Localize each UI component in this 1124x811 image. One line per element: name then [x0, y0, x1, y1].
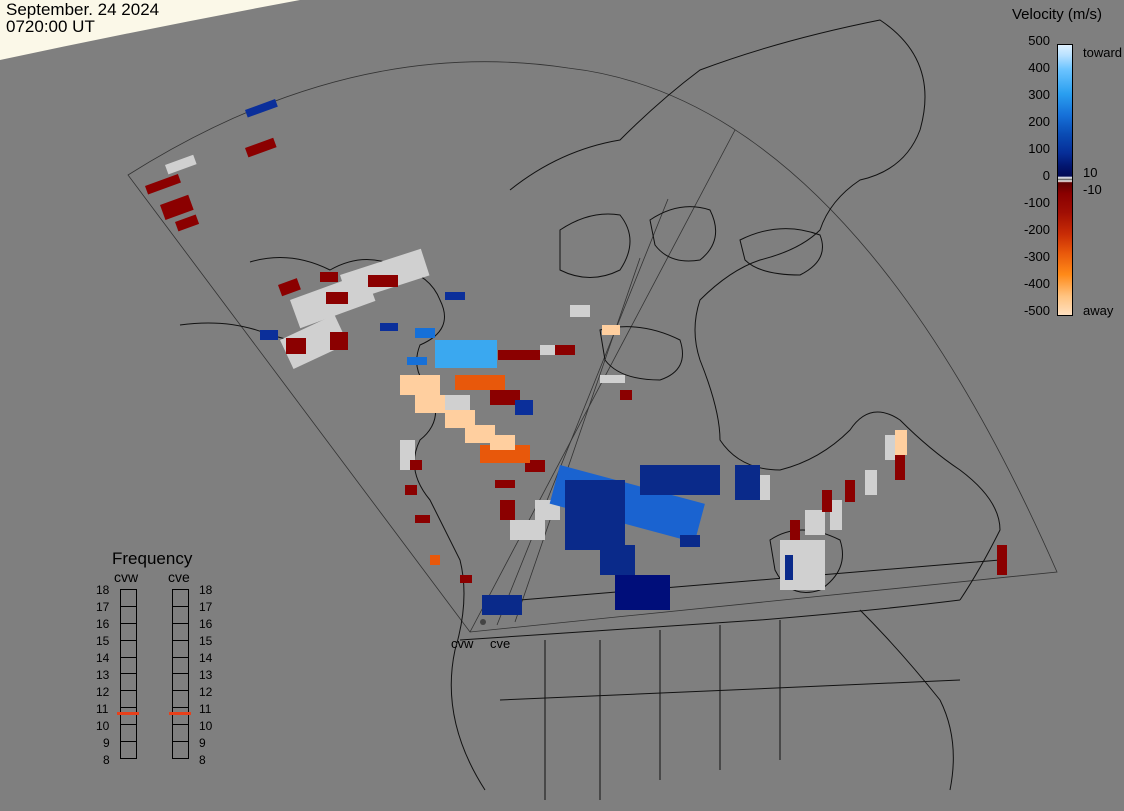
frequency-tick: 15 [96, 634, 110, 648]
velocity-tick: -400 [1023, 276, 1050, 291]
velocity-toward-light [407, 328, 497, 368]
radar-name-cve: cve [168, 569, 190, 585]
velocity-tick: -200 [1023, 222, 1050, 237]
frequency-tick: 11 [96, 702, 109, 716]
site-label-cvw: cvw [451, 636, 474, 651]
frequency-tick: 17 [199, 600, 213, 614]
away-label: away [1083, 303, 1114, 318]
threshold-positive-label: 10 [1083, 165, 1098, 180]
velocity-colorbar [1057, 44, 1073, 316]
coastlines [179, 19, 1001, 800]
frequency-tick: 14 [199, 651, 213, 665]
frequency-tick: 17 [96, 600, 110, 614]
daylight-region [0, 0, 300, 60]
velocity-away-light [400, 325, 907, 455]
time-label: 0720:00 UT [6, 17, 95, 36]
frequency-tick: 18 [199, 583, 213, 597]
frequency-marker-cve [169, 712, 191, 715]
frequency-tick: 13 [199, 668, 213, 682]
radar-name-cvw: cvw [114, 569, 139, 585]
velocity-tick: -300 [1023, 249, 1050, 264]
frequency-tick: 8 [103, 753, 110, 767]
velocity-away-orange [430, 375, 530, 565]
frequency-tick: 8 [199, 753, 206, 767]
frequency-tick: 9 [199, 736, 206, 750]
velocity-away-dark [145, 137, 1007, 583]
frequency-tick: 10 [199, 719, 213, 733]
date-label: September. 24 2024 [6, 0, 160, 19]
velocity-tick: 0 [1042, 168, 1050, 183]
radar-site-markers [480, 619, 486, 625]
frequency-tick: 14 [96, 651, 110, 665]
velocity-tick: 100 [1028, 141, 1050, 156]
frequency-tick: 11 [199, 702, 212, 716]
frequency-tick: 16 [96, 617, 110, 631]
toward-label: toward [1083, 45, 1123, 60]
velocity-tick: -100 [1023, 195, 1050, 210]
site-label-cve: cve [490, 636, 511, 651]
velocity-tick: -500 [1023, 303, 1050, 318]
frequency-tick: 12 [199, 685, 213, 699]
velocity-toward-dark [245, 99, 793, 615]
velocity-tick: 400 [1028, 60, 1050, 75]
velocity-tick: 300 [1028, 87, 1050, 102]
velocity-tick: 500 [1028, 33, 1050, 48]
threshold-negative-label: -10 [1083, 182, 1102, 197]
frequency-tick: 18 [96, 583, 110, 597]
frequency-box-cve [172, 589, 189, 759]
frequency-tick: 16 [199, 617, 213, 631]
timestamp: September. 24 2024 0720:00 UT [6, 1, 159, 35]
frequency-box-cvw [120, 589, 137, 759]
frequency-tick: 10 [96, 719, 110, 733]
frequency-tick: 15 [199, 634, 213, 648]
frequency-title: Frequency [112, 549, 193, 568]
frequency-marker-cvw [117, 712, 139, 715]
frequency-tick: 12 [96, 685, 110, 699]
frequency-tick: 9 [103, 736, 110, 750]
velocity-legend-title: Velocity (m/s) [1012, 6, 1103, 23]
frequency-tick: 13 [96, 668, 110, 682]
velocity-tick: 200 [1028, 114, 1050, 129]
